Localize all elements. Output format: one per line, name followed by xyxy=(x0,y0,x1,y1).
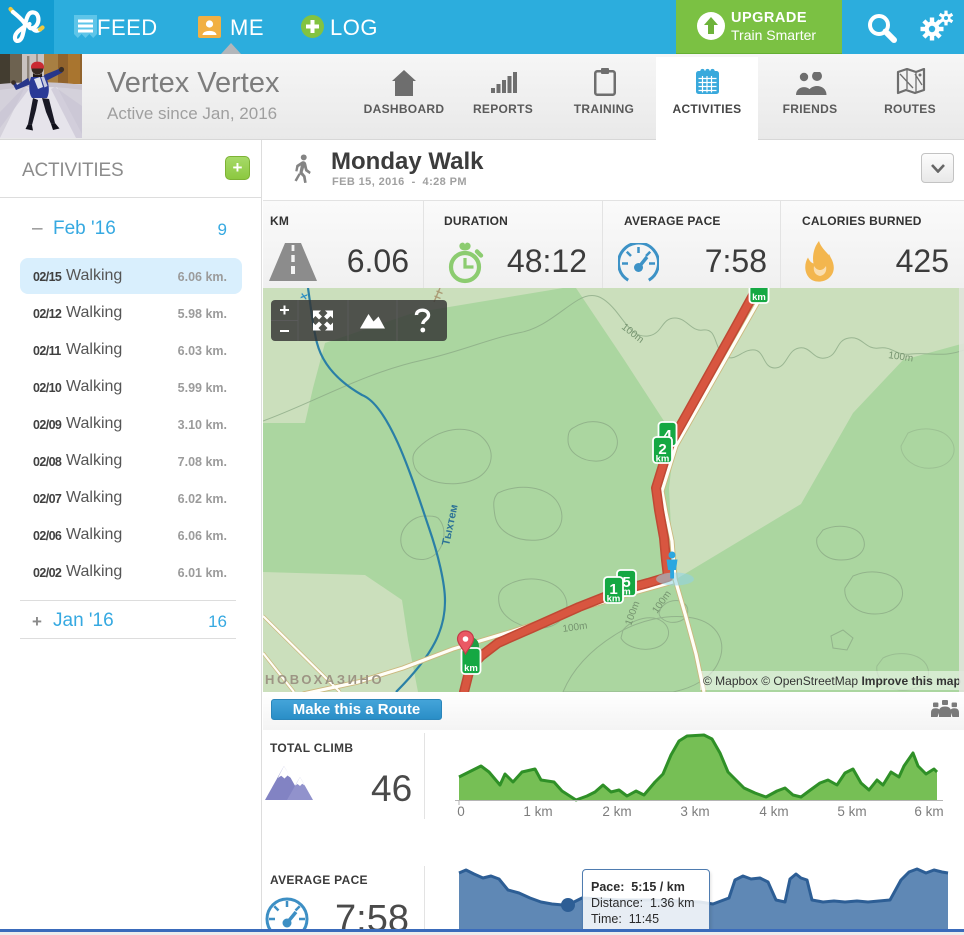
svg-text:2 km: 2 km xyxy=(602,804,631,819)
svg-text:1 km: 1 km xyxy=(523,804,552,819)
svg-text:km: km xyxy=(752,292,766,303)
svg-text:© Mapbox © OpenStreetMap Impro: © Mapbox © OpenStreetMap Improve this ma… xyxy=(703,674,961,688)
svg-text:3 km: 3 km xyxy=(680,804,709,819)
svg-text:100m: 100m xyxy=(888,350,914,364)
svg-text:2: 2 xyxy=(658,441,666,458)
svg-text:km: km xyxy=(656,454,670,465)
svg-text:4 km: 4 km xyxy=(759,804,788,819)
svg-text:100m: 100m xyxy=(562,621,588,635)
svg-text:х: х xyxy=(297,291,310,301)
svg-text:km: km xyxy=(607,594,621,605)
svg-text:5: 5 xyxy=(622,574,630,591)
svg-text:km: km xyxy=(464,663,478,674)
svg-text:1: 1 xyxy=(609,581,617,598)
svg-text:5 km: 5 km xyxy=(837,804,866,819)
svg-text:0: 0 xyxy=(457,804,465,819)
svg-text:6 km: 6 km xyxy=(914,804,943,819)
svg-text:m: m xyxy=(622,587,630,598)
svg-text:НОВОХАЗИНО: НОВОХАЗИНО xyxy=(265,672,384,687)
